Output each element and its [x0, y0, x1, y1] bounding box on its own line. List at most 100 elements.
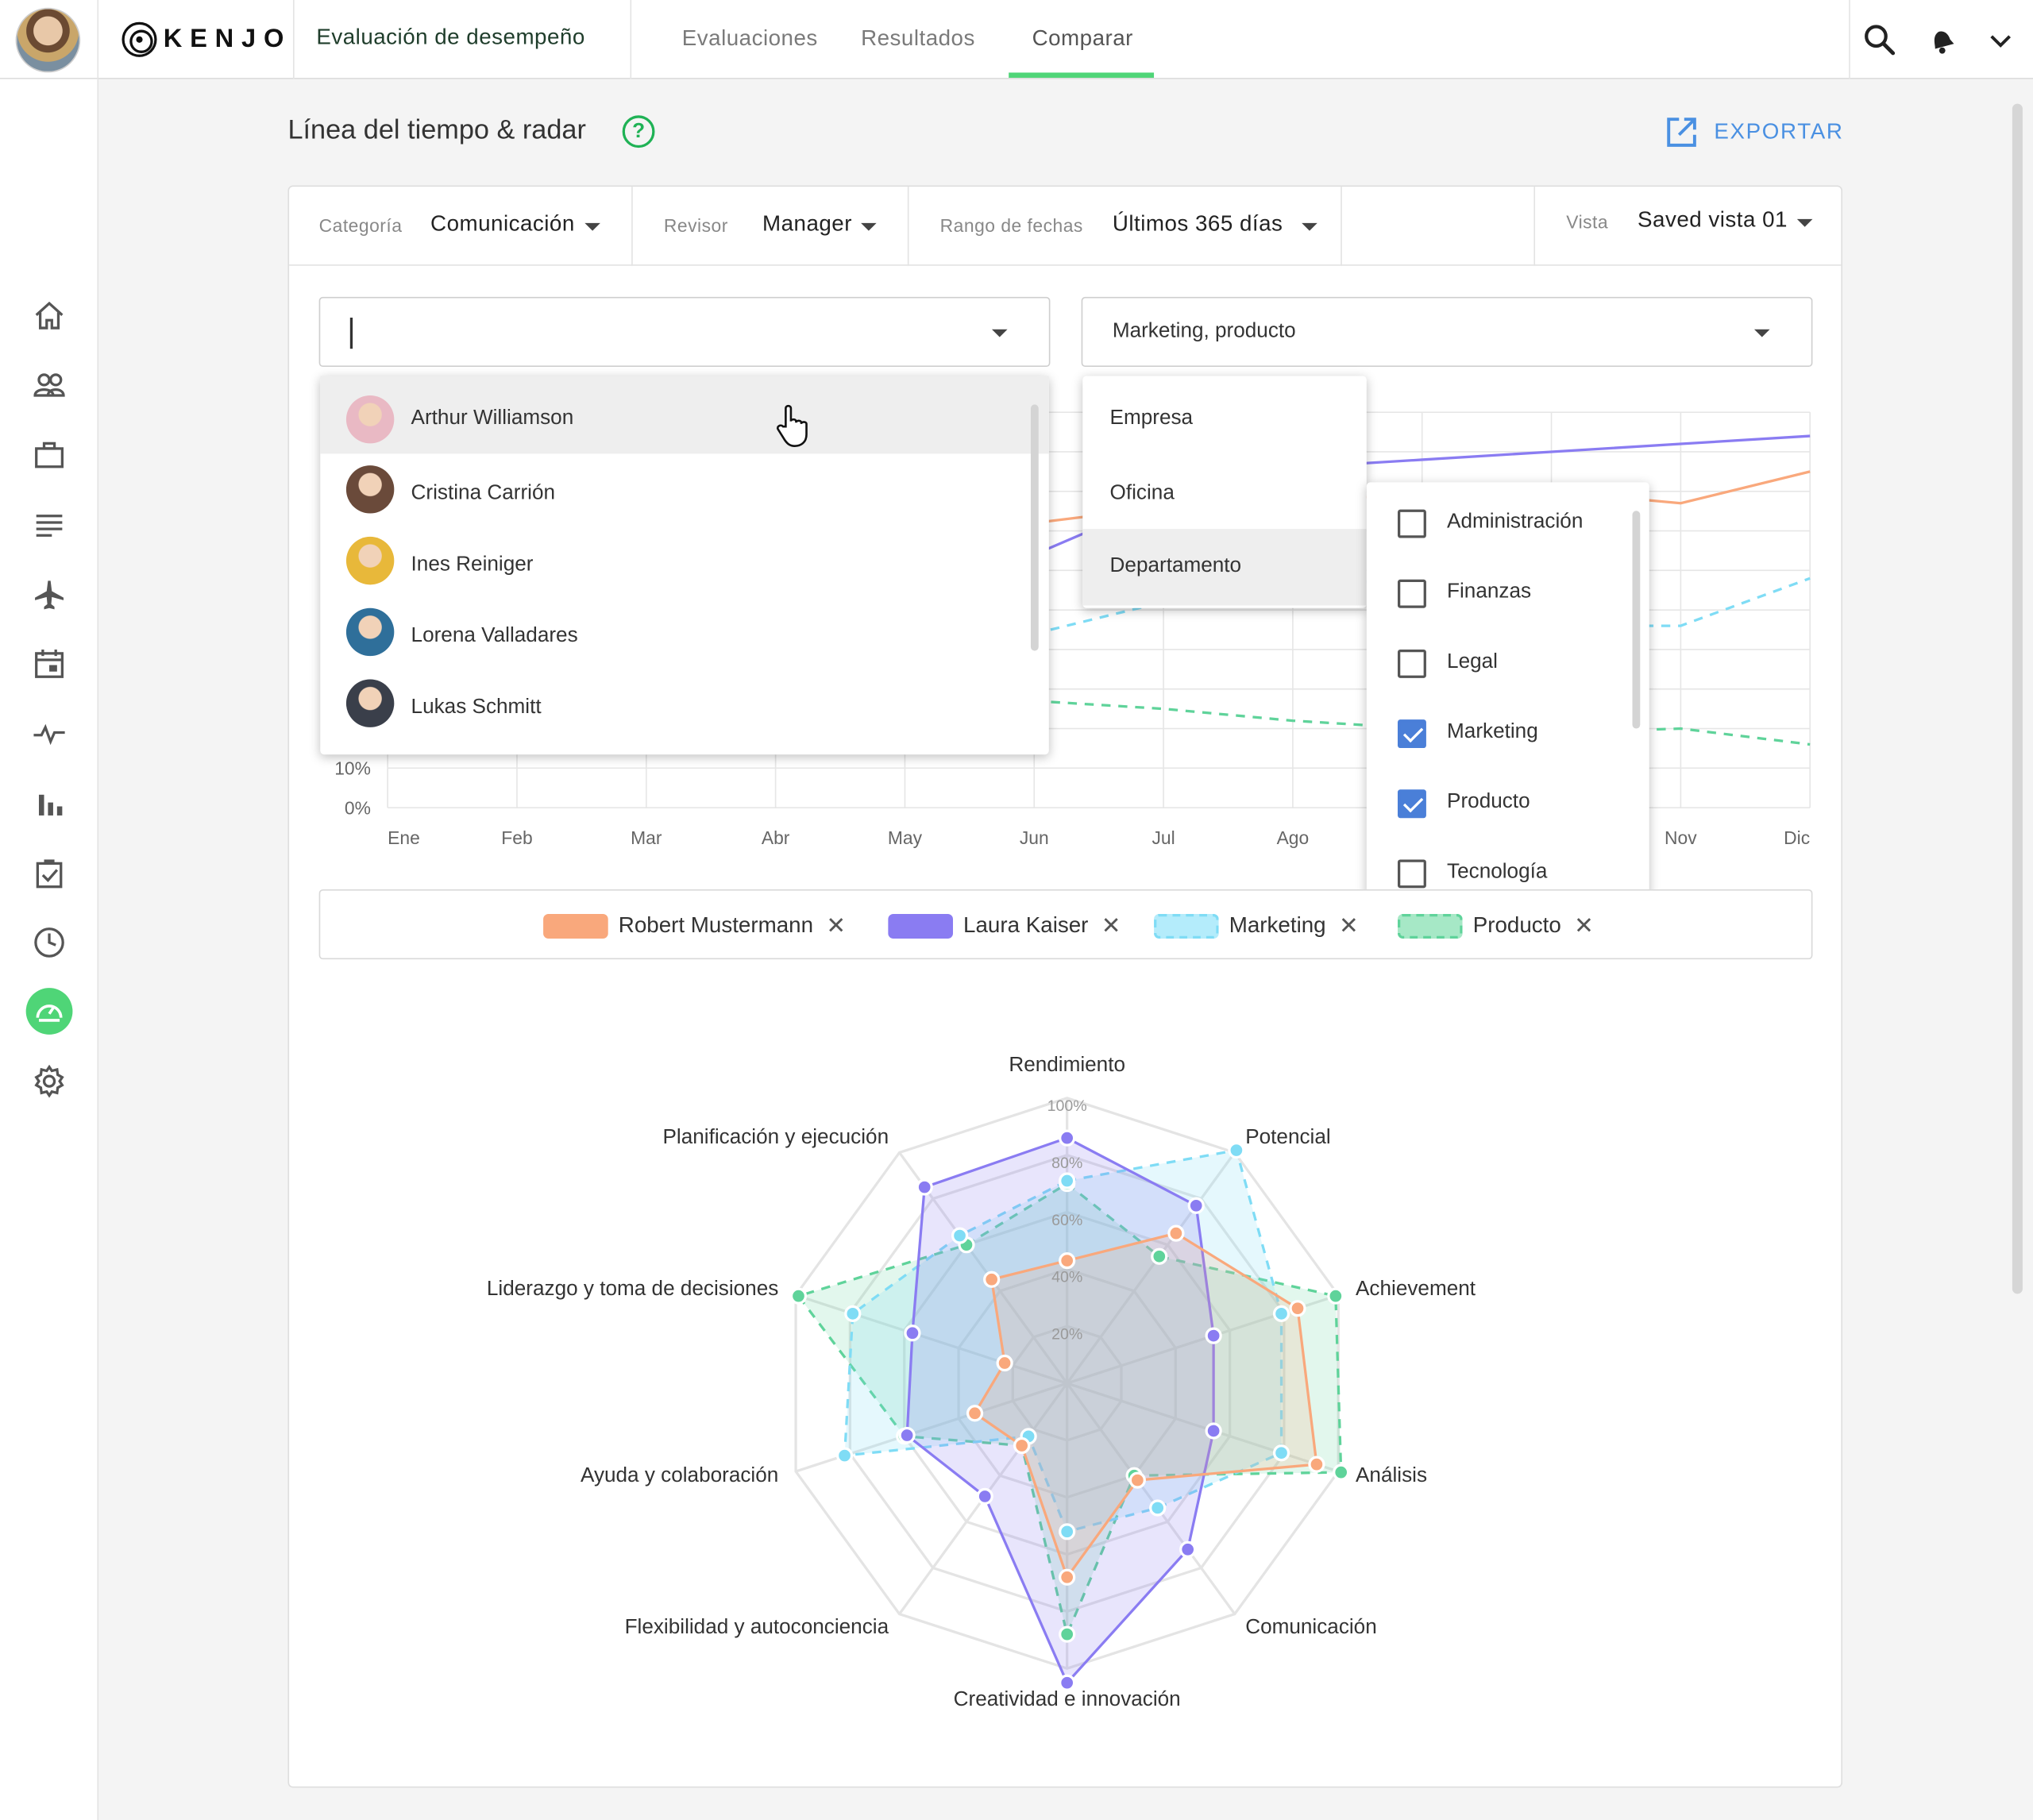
user-avatar[interactable] [15, 7, 81, 73]
department-option[interactable]: Tecnología [1367, 839, 1649, 906]
radar-data-point[interactable] [916, 1178, 933, 1196]
radar-data-point[interactable] [1308, 1456, 1325, 1473]
chevron-down-icon[interactable] [1984, 23, 2017, 56]
pulse-icon[interactable] [33, 717, 66, 750]
radar-data-point[interactable] [1013, 1436, 1031, 1455]
radar-data-point[interactable] [1167, 1224, 1185, 1242]
radar-data-point[interactable] [976, 1487, 993, 1506]
radar-data-point[interactable] [983, 1271, 1001, 1288]
department-option[interactable]: Legal [1367, 629, 1649, 699]
help-icon[interactable]: ? [622, 115, 655, 148]
department-option[interactable]: Finanzas [1367, 559, 1649, 629]
radar-data-point[interactable] [1228, 1141, 1245, 1159]
bell-icon[interactable] [1925, 23, 1958, 56]
home-icon[interactable] [33, 299, 66, 333]
radar-data-point[interactable] [966, 1405, 984, 1422]
radar-data-point[interactable] [1059, 1172, 1076, 1190]
person-option[interactable]: Cristina Carrión [320, 453, 1049, 525]
divider [1533, 187, 1536, 266]
tab-evaluaciones[interactable]: Evaluaciones [681, 25, 818, 51]
dropdown-scrollbar[interactable] [1632, 511, 1641, 729]
caret-down-icon[interactable] [1302, 222, 1317, 231]
radar-data-point[interactable] [835, 1447, 854, 1464]
caret-down-icon[interactable] [1753, 329, 1770, 337]
logo[interactable]: KENJO [97, 0, 295, 79]
briefcase-icon[interactable] [33, 438, 66, 472]
radar-data-point[interactable] [1149, 1499, 1167, 1517]
radar-data-point[interactable] [1059, 1523, 1076, 1540]
radar-data-point[interactable] [996, 1354, 1013, 1372]
checklist-icon[interactable] [33, 857, 66, 890]
department-option[interactable]: Producto [1367, 769, 1649, 839]
person-option[interactable]: Arthur Williamson [320, 376, 1049, 453]
list-icon[interactable] [33, 508, 66, 542]
checkbox[interactable] [1397, 579, 1426, 608]
radar-data-point[interactable] [1059, 1625, 1076, 1643]
radar-data-point[interactable] [1289, 1300, 1306, 1317]
department-option[interactable]: Marketing [1367, 699, 1649, 769]
calendar-icon[interactable] [33, 647, 66, 681]
radar-data-point[interactable] [1151, 1247, 1168, 1265]
person-option[interactable]: Lukas Schmitt [320, 668, 1049, 739]
radar-data-point[interactable] [1272, 1444, 1290, 1462]
radar-data-point[interactable] [1059, 1674, 1076, 1691]
radar-data-point[interactable] [1205, 1327, 1222, 1344]
department-option[interactable]: Administración [1367, 489, 1649, 559]
radar-data-point[interactable] [1059, 1251, 1076, 1270]
caret-down-icon[interactable] [1796, 218, 1813, 227]
group-select[interactable]: Marketing, producto [1081, 296, 1813, 368]
radar-data-point[interactable] [789, 1287, 808, 1305]
group-type-option[interactable]: Oficina [1082, 453, 1367, 529]
avatar [345, 395, 395, 444]
radar-data-point[interactable] [1327, 1287, 1344, 1305]
radar-data-point[interactable] [951, 1227, 969, 1244]
radar-axis-label: Comunicación [1245, 1617, 1377, 1640]
close-icon[interactable]: ✕ [1338, 912, 1359, 939]
category-select[interactable]: Comunicación [430, 211, 575, 237]
caret-down-icon[interactable] [861, 222, 877, 231]
close-icon[interactable]: ✕ [826, 912, 847, 939]
people-select[interactable] [318, 296, 1051, 368]
group-type-option[interactable]: Empresa [1082, 376, 1367, 453]
person-option[interactable]: Lorena Valladares [320, 596, 1049, 668]
bar-chart-icon[interactable] [33, 787, 66, 820]
clock-icon[interactable] [33, 926, 66, 959]
close-icon[interactable]: ✕ [1101, 912, 1121, 939]
radar-tick-label: 60% [1051, 1212, 1082, 1229]
plane-icon[interactable] [33, 578, 66, 611]
tab-comparar[interactable]: Comparar [1032, 25, 1133, 51]
reviewer-select[interactable]: Manager [762, 211, 852, 237]
page-scrollbar[interactable] [2012, 103, 2023, 1294]
checkbox[interactable] [1397, 509, 1426, 538]
search-icon[interactable] [1863, 23, 1896, 56]
legend-label: Robert Mustermann [618, 912, 814, 938]
checkbox[interactable] [1397, 649, 1426, 678]
checkbox-checked[interactable] [1397, 789, 1426, 819]
radar-data-point[interactable] [898, 1426, 916, 1444]
close-icon[interactable]: ✕ [1574, 912, 1594, 939]
performance-icon[interactable] [33, 994, 66, 1028]
checkbox[interactable] [1397, 859, 1426, 889]
date-range-select[interactable]: Últimos 365 días [1112, 211, 1283, 237]
radar-data-point[interactable] [1272, 1305, 1290, 1322]
settings-icon[interactable] [33, 1064, 66, 1098]
checkbox-checked[interactable] [1397, 719, 1426, 749]
caret-down-icon[interactable] [991, 329, 1008, 337]
group-type-option-selected[interactable]: Departamento [1082, 529, 1367, 606]
caret-down-icon[interactable] [584, 222, 600, 231]
radar-data-point[interactable] [844, 1305, 862, 1322]
radar-data-point[interactable] [1128, 1471, 1146, 1489]
people-icon[interactable] [33, 368, 66, 402]
radar-data-point[interactable] [1179, 1540, 1197, 1558]
radar-data-point[interactable] [1205, 1422, 1222, 1440]
view-select[interactable]: Saved vista 01 [1638, 207, 1788, 233]
radar-data-point[interactable] [1059, 1568, 1076, 1586]
export-button[interactable]: EXPORTAR [1665, 115, 1843, 148]
radar-data-point[interactable] [1333, 1463, 1350, 1481]
tab-resultados[interactable]: Resultados [861, 25, 975, 51]
person-option[interactable]: Ines Reiniger [320, 525, 1049, 596]
radar-data-point[interactable] [1187, 1197, 1205, 1214]
radar-data-point[interactable] [904, 1325, 921, 1342]
dropdown-scrollbar[interactable] [1030, 404, 1039, 651]
radar-data-point[interactable] [1059, 1129, 1076, 1147]
